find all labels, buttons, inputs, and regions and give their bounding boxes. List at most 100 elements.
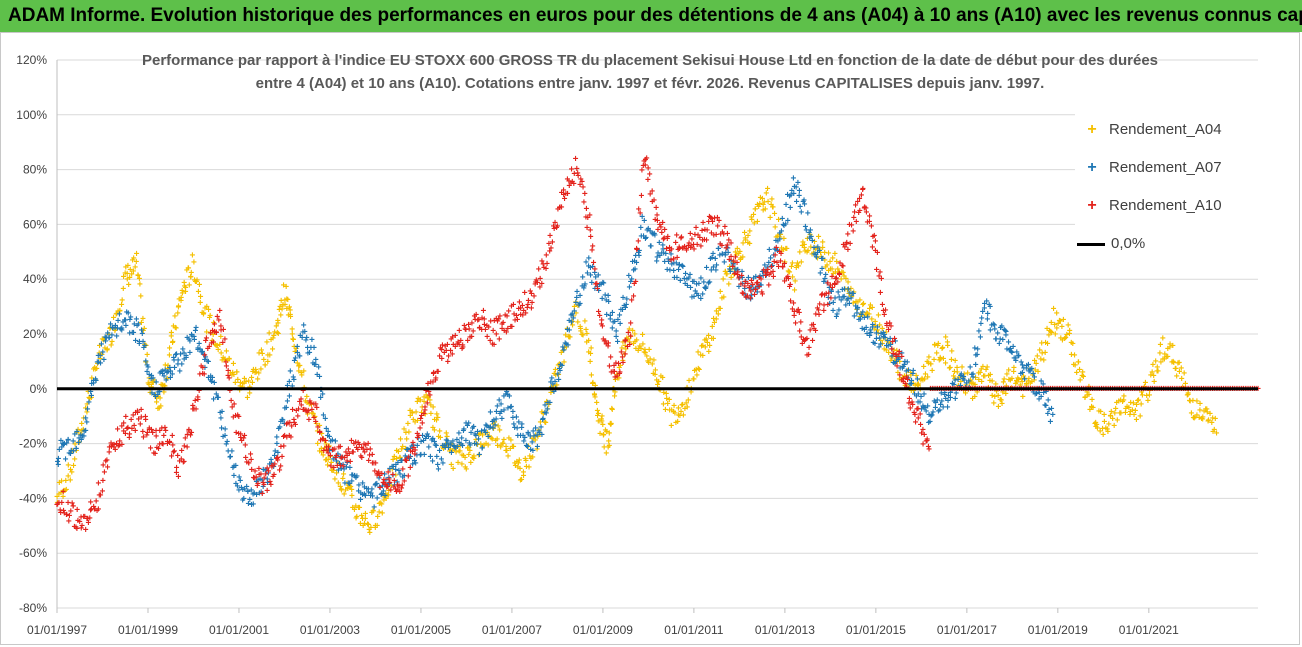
- data-point: +: [206, 305, 212, 316]
- data-point: +: [179, 286, 185, 297]
- data-point: +: [696, 365, 702, 376]
- y-tick-label: -20%: [19, 437, 47, 451]
- data-point: +: [230, 359, 236, 370]
- data-point: +: [287, 310, 293, 321]
- data-point: +: [211, 338, 217, 349]
- data-point: +: [181, 457, 187, 468]
- data-point: +: [146, 380, 152, 391]
- data-point: +: [264, 338, 270, 349]
- data-point: +: [290, 335, 296, 346]
- data-point: +: [184, 443, 190, 454]
- data-point: +: [129, 269, 135, 280]
- data-point: +: [608, 420, 614, 431]
- data-point: +: [286, 392, 292, 403]
- data-point: +: [883, 306, 889, 317]
- data-point: +: [234, 367, 240, 378]
- data-point: +: [198, 292, 204, 303]
- data-point: +: [172, 312, 178, 323]
- data-point: +: [276, 305, 282, 316]
- data-point: +: [299, 370, 305, 381]
- data-point: +: [307, 399, 313, 410]
- data-point: +: [58, 488, 64, 499]
- data-point: +: [120, 284, 126, 295]
- data-point: +: [158, 401, 164, 412]
- data-point: +: [240, 379, 246, 390]
- data-point: +: [226, 354, 232, 365]
- data-point: +: [147, 388, 153, 399]
- data-point: +: [283, 282, 289, 293]
- data-point: +: [279, 452, 285, 463]
- data-point: +: [231, 400, 237, 411]
- data-point: +: [72, 440, 78, 451]
- data-point: +: [84, 418, 90, 429]
- data-point: +: [281, 280, 287, 291]
- data-point: +: [915, 375, 921, 386]
- data-point: +: [606, 297, 612, 308]
- data-point: +: [314, 403, 320, 414]
- data-point: +: [63, 476, 69, 487]
- data-point: +: [238, 378, 244, 389]
- data-point: +: [220, 353, 226, 364]
- data-point: +: [318, 444, 324, 455]
- data-point: +: [707, 277, 713, 288]
- data-point: +: [665, 232, 671, 243]
- data-point: +: [322, 444, 328, 455]
- data-point: +: [165, 361, 171, 372]
- data-point: +: [101, 335, 107, 346]
- data-point: +: [250, 367, 256, 378]
- data-point: +: [317, 447, 323, 458]
- x-tick-label: 01/01/1997: [27, 623, 87, 637]
- data-point: +: [289, 330, 295, 341]
- data-point: +: [315, 439, 321, 450]
- data-point: +: [595, 284, 601, 295]
- data-point: +: [182, 281, 188, 292]
- data-point: +: [59, 477, 65, 488]
- data-point: +: [121, 272, 127, 283]
- data-point: +: [215, 393, 221, 404]
- data-point: +: [1067, 326, 1073, 337]
- data-point: +: [112, 326, 118, 337]
- data-point: +: [287, 305, 293, 316]
- data-point: +: [592, 265, 598, 276]
- y-tick-label: -80%: [19, 601, 47, 615]
- data-point: +: [588, 349, 594, 360]
- data-point: +: [929, 366, 935, 377]
- data-point: +: [69, 446, 75, 457]
- data-point: +: [245, 393, 251, 404]
- data-point: +: [162, 382, 168, 393]
- data-point: +: [265, 357, 271, 368]
- data-point: +: [188, 268, 194, 279]
- data-point: +: [309, 408, 315, 419]
- data-point: +: [181, 278, 187, 289]
- data-point: +: [241, 379, 247, 390]
- data-point: +: [873, 236, 879, 247]
- data-point: +: [419, 419, 425, 430]
- data-point: +: [67, 476, 73, 487]
- data-point: +: [215, 345, 221, 356]
- data-point: +: [107, 324, 113, 335]
- y-tick-label: 80%: [23, 163, 47, 177]
- data-point: +: [91, 364, 97, 375]
- data-point: +: [587, 211, 593, 222]
- data-point: +: [178, 293, 184, 304]
- legend-label-a10: Rendement_A10: [1109, 197, 1222, 214]
- data-point: +: [217, 340, 223, 351]
- data-point: +: [787, 280, 793, 291]
- data-point: +: [278, 311, 284, 322]
- data-point: +: [123, 263, 129, 274]
- data-point: +: [479, 443, 485, 454]
- data-point: +: [221, 355, 227, 366]
- data-point: +: [119, 296, 125, 307]
- data-point: +: [150, 378, 156, 389]
- data-point: +: [850, 227, 856, 238]
- data-point: +: [878, 274, 884, 285]
- data-point: +: [249, 373, 255, 384]
- data-point: +: [235, 375, 241, 386]
- data-point: +: [212, 340, 218, 351]
- x-tick-label: 01/01/2013: [755, 623, 815, 637]
- data-point: +: [142, 340, 148, 351]
- x-tick-label: 01/01/1999: [118, 623, 178, 637]
- data-point: +: [754, 217, 760, 228]
- data-point: +: [81, 413, 87, 424]
- data-point: +: [92, 365, 98, 376]
